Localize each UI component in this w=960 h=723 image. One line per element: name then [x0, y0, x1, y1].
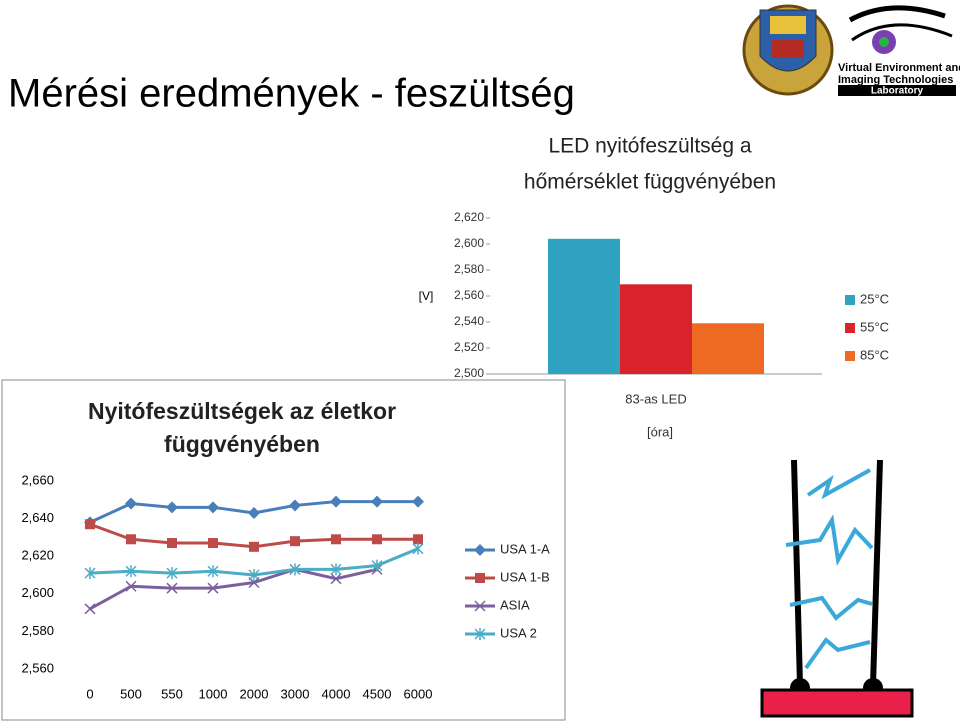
marker: [84, 567, 96, 580]
x-tick-label: 83-as LED: [625, 391, 686, 406]
legend-label: USA 2: [500, 625, 537, 640]
bar: [548, 238, 620, 374]
legend-swatch: [845, 295, 855, 305]
y-tick-label: 2,600: [21, 585, 54, 600]
marker: [248, 569, 260, 581]
legend-label: 25°C: [860, 291, 889, 306]
y-axis-label: [V]: [419, 289, 434, 303]
x-tick-label: 2000: [240, 686, 269, 701]
logo-text: Laboratory: [871, 86, 924, 97]
legend-marker: [474, 544, 486, 556]
bar: [620, 284, 692, 374]
x-tick-label: 500: [120, 686, 142, 701]
x-tick-label: 550: [161, 686, 183, 701]
marker: [412, 542, 424, 555]
university-logo: [742, 4, 834, 96]
legend-marker: [474, 600, 486, 612]
chart-title: Nyitófeszültségek az életkor: [88, 398, 396, 424]
marker: [412, 495, 424, 508]
line-chart: Nyitófeszültségek az életkor függvényében…: [21, 398, 673, 701]
marker: [166, 501, 178, 514]
x-tick-label: 1000: [199, 686, 228, 701]
legend-marker: [474, 628, 486, 640]
x-tick-label: 6000: [404, 686, 433, 701]
illustration: [760, 459, 914, 718]
lab-logo: Virtual Environment and Imaging Technolo…: [838, 5, 960, 97]
slide-title: Mérési eredmények - feszültség: [8, 72, 575, 116]
marker: [248, 506, 260, 519]
bar-chart: LED nyitófeszültség a hőmérséklet függvén…: [419, 135, 889, 407]
y-tick-label: 2,620: [454, 210, 484, 224]
legend-label: 85°C: [860, 347, 889, 362]
legend-swatch: [845, 323, 855, 333]
marker: [207, 501, 219, 514]
y-tick-label: 2,540: [454, 314, 484, 328]
marker: [208, 538, 218, 549]
marker: [126, 534, 136, 545]
marker: [125, 497, 137, 510]
x-tick-label: 0: [86, 686, 93, 701]
marker: [371, 559, 383, 572]
legend-swatch: [845, 351, 855, 361]
chart-title: hőmérséklet függvényében: [524, 171, 776, 194]
marker: [125, 580, 137, 592]
marker: [207, 582, 219, 594]
marker: [413, 534, 423, 545]
bar: [692, 323, 764, 374]
y-tick-label: 2,580: [21, 623, 54, 638]
marker: [85, 519, 95, 530]
y-tick-label: 2,560: [454, 288, 484, 302]
legend-label: USA 1-A: [500, 541, 550, 556]
y-tick-label: 2,620: [21, 548, 54, 563]
x-tick-label: 4500: [363, 686, 392, 701]
series-line: [89, 567, 378, 611]
marker: [166, 567, 178, 580]
marker: [166, 582, 178, 594]
marker: [330, 495, 342, 508]
legend-label: USA 1-B: [500, 569, 550, 584]
marker: [289, 499, 301, 512]
marker: [167, 538, 177, 549]
marker: [372, 534, 382, 545]
x-tick-label: 4000: [322, 686, 351, 701]
marker: [249, 541, 259, 552]
marker: [84, 603, 96, 615]
marker: [207, 565, 219, 578]
marker: [125, 565, 137, 578]
marker: [289, 563, 301, 576]
logo-text: Virtual Environment and: [838, 62, 960, 74]
y-tick-label: 2,500: [454, 366, 484, 380]
logo-text: Imaging Technologies: [838, 74, 953, 86]
marker: [290, 536, 300, 547]
legend-label: 55°C: [860, 319, 889, 334]
y-tick-label: 2,580: [454, 262, 484, 276]
y-tick-label: 2,520: [454, 340, 484, 354]
marker: [371, 495, 383, 508]
y-tick-label: 2,600: [454, 236, 484, 250]
marker: [330, 573, 342, 585]
marker: [331, 534, 341, 545]
chart-title: függvényében: [164, 431, 320, 457]
y-tick-label: 2,640: [21, 510, 54, 525]
x-tick-label: 3000: [281, 686, 310, 701]
legend-marker: [475, 573, 485, 583]
legend-label: ASIA: [500, 597, 530, 612]
y-tick-label: 2,560: [21, 660, 54, 675]
marker: [330, 563, 342, 576]
y-tick-label: 2,660: [21, 472, 54, 487]
chart-title: LED nyitófeszültség a: [548, 135, 751, 158]
x-axis-label: [óra]: [647, 424, 673, 439]
